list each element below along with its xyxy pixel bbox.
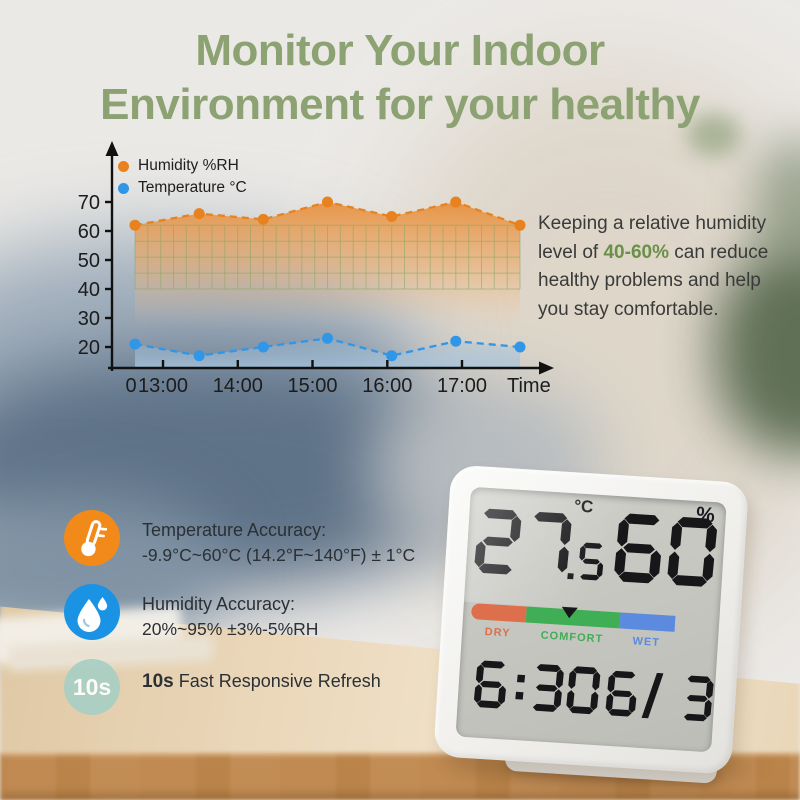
svg-text:40: 40 bbox=[78, 279, 100, 301]
water-drop-icon bbox=[64, 584, 120, 640]
svg-text:Time: Time bbox=[507, 375, 551, 397]
chart-legend: Humidity %RH Temperature °C bbox=[118, 155, 247, 199]
svg-text:50: 50 bbox=[78, 250, 100, 272]
svg-text:16:00: 16:00 bbox=[362, 375, 412, 397]
humidity-tip-text: Keeping a relative humidity level of 40-… bbox=[538, 210, 794, 324]
comfort-label-wet: WET bbox=[632, 635, 661, 649]
comfort-label-comfort: COMFORT bbox=[540, 629, 604, 646]
legend-label: Humidity %RH bbox=[138, 157, 239, 174]
svg-text:17:00: 17:00 bbox=[437, 375, 487, 397]
temperature-area-fill bbox=[135, 338, 520, 368]
leaf-blur bbox=[688, 114, 740, 156]
legend-item-humidity: Humidity %RH bbox=[118, 155, 247, 177]
feature-title: Temperature Accuracy: bbox=[142, 520, 327, 540]
tip-suffix: can reduce healthy problems and help you… bbox=[538, 241, 769, 320]
comfort-segment-dry bbox=[470, 603, 527, 623]
temperature-decimal bbox=[565, 541, 606, 586]
axes bbox=[105, 152, 543, 371]
10s-badge: 10s bbox=[64, 659, 120, 715]
page-title: Monitor Your Indoor Environment for your… bbox=[0, 24, 800, 131]
humidity-temperature-chart: 70 60 50 40 30 20 0 13:00 14:00 15:00 16:00 17:00 Ti… bbox=[55, 140, 555, 400]
title-line-2: Environment for your healthy bbox=[100, 79, 700, 129]
date-display bbox=[604, 670, 715, 727]
temperature-dot-icon bbox=[118, 182, 129, 194]
tip-highlight: 40-60% bbox=[603, 241, 669, 263]
temperature-reading bbox=[472, 507, 573, 584]
feature-fast-refresh: 10s 10s Fast Responsive Refresh bbox=[64, 659, 382, 715]
svg-text:70: 70 bbox=[78, 192, 100, 214]
legend-item-temperature: Temperature °C bbox=[118, 177, 247, 199]
svg-text:0: 0 bbox=[125, 375, 136, 397]
tip-prefix: Keeping a relative humidity level of bbox=[538, 213, 767, 263]
feature-bold: 10s bbox=[142, 671, 174, 692]
feature-title: Humidity Accuracy: bbox=[142, 594, 296, 614]
svg-text:20: 20 bbox=[78, 337, 100, 359]
lcd-glare bbox=[463, 486, 727, 618]
feature-value: Fast Responsive Refresh bbox=[173, 671, 381, 691]
feature-value: -9.9°C~60°C (14.2°F~140°F) ± 1°C bbox=[142, 544, 416, 565]
feature-temperature-accuracy: Temperature Accuracy: -9.9°C~60°C (14.2°… bbox=[64, 510, 415, 567]
svg-text:60: 60 bbox=[78, 221, 100, 243]
clock-time bbox=[472, 660, 602, 721]
thermometer-icon bbox=[64, 510, 120, 566]
axis-labels: 70 60 50 40 30 20 0 13:00 14:00 15:00 16:00 17:00 Ti… bbox=[78, 192, 551, 397]
svg-text:14:00: 14:00 bbox=[213, 375, 263, 397]
x-axis-arrow bbox=[539, 361, 554, 375]
y-axis-arrow bbox=[105, 141, 119, 156]
feature-text: 10s Fast Responsive Refresh bbox=[142, 659, 382, 695]
humidity-reading bbox=[612, 512, 719, 593]
comfort-segment-wet bbox=[619, 612, 676, 632]
feature-humidity-accuracy: Humidity Accuracy: 20%~95% ±3%-5%RH bbox=[64, 584, 318, 641]
comfort-label-dry: DRY bbox=[484, 625, 511, 640]
legend-label: Temperature °C bbox=[138, 179, 247, 196]
chart-svg: 70 60 50 40 30 20 0 13:00 14:00 15:00 16:00 17:00 Ti… bbox=[78, 141, 554, 397]
svg-text:15:00: 15:00 bbox=[287, 375, 337, 397]
title-line-1: Monitor Your Indoor bbox=[195, 26, 605, 75]
chart-grid bbox=[134, 224, 521, 290]
feature-value: 20%~95% ±3%-5%RH bbox=[142, 618, 319, 639]
humidity-dot-icon bbox=[118, 160, 129, 172]
humidity-points bbox=[129, 196, 526, 231]
feature-text: Humidity Accuracy: 20%~95% ±3%-5%RH bbox=[142, 584, 318, 641]
temperature-points bbox=[129, 332, 526, 362]
svg-text:13:00: 13:00 bbox=[138, 375, 188, 397]
feature-text: Temperature Accuracy: -9.9°C~60°C (14.2°… bbox=[142, 510, 415, 567]
10s-badge-icon: 10s bbox=[64, 659, 120, 715]
svg-text:30: 30 bbox=[78, 308, 100, 330]
